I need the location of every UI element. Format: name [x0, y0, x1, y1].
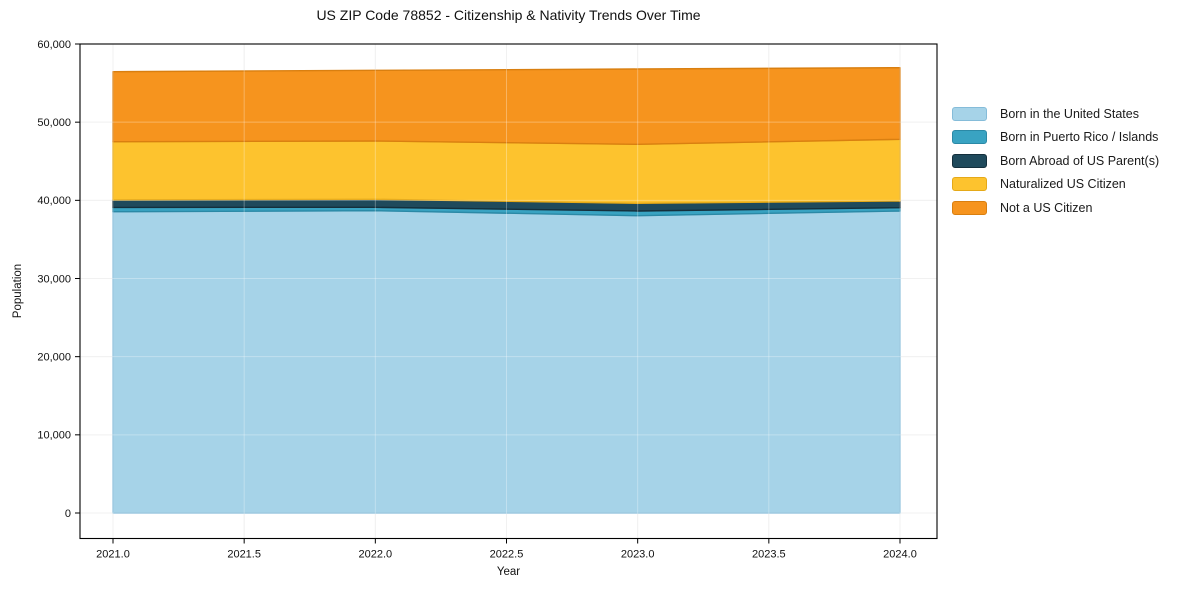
y-tick-label: 30,000 [37, 273, 71, 285]
x-tick-label: 2022.0 [359, 549, 393, 561]
legend-label: Born Abroad of US Parent(s) [1000, 153, 1160, 168]
x-axis-label: Year [496, 566, 521, 578]
legend-swatch-born-in-the-united-states [952, 106, 987, 121]
y-tick-label: 10,000 [37, 430, 71, 442]
area-not-a-us-citizen [112, 67, 901, 145]
legend-label: Naturalized US Citizen [1000, 177, 1126, 192]
y-tick-label: 0 [65, 508, 71, 520]
x-tick-label: 2023.5 [752, 549, 786, 561]
legend-label: Born in the United States [1000, 106, 1139, 121]
legend-item-born-abroad-of-us-parent-s: Born Abroad of US Parent(s) [952, 149, 1159, 173]
axes-box [79, 43, 938, 540]
legend-item-born-in-puerto-rico-islands: Born in Puerto Rico / Islands [952, 126, 1159, 150]
y-tick-label: 40,000 [37, 195, 71, 207]
y-tick-label: 50,000 [37, 117, 71, 129]
legend-swatch-born-abroad-of-us-parent-s [952, 153, 987, 168]
x-tick-label: 2024.0 [883, 549, 917, 561]
x-tick-label: 2022.5 [490, 549, 524, 561]
y-axis-label: Population [12, 263, 24, 319]
x-tick-label: 2021.5 [227, 549, 261, 561]
y-tick-label: 20,000 [37, 351, 71, 363]
legend-item-not-a-us-citizen: Not a US Citizen [952, 196, 1159, 220]
legend: Born in the United States Born in Puerto … [952, 102, 1159, 220]
chart-title: US ZIP Code 78852 - Citizenship & Nativi… [316, 7, 701, 23]
legend-swatch-not-a-us-citizen [952, 200, 987, 215]
legend-label: Born in Puerto Rico / Islands [1000, 130, 1159, 145]
legend-item-naturalized-us-citizen: Naturalized US Citizen [952, 173, 1159, 197]
legend-swatch-naturalized-us-citizen [952, 177, 987, 192]
legend-swatch-born-in-puerto-rico-islands [952, 130, 987, 145]
x-tick-label: 2021.0 [96, 549, 130, 561]
legend-item-born-in-the-united-states: Born in the United States [952, 102, 1159, 126]
y-tick-label: 60,000 [37, 39, 71, 51]
x-tick-label: 2023.0 [621, 549, 655, 561]
legend-label: Not a US Citizen [1000, 200, 1093, 215]
